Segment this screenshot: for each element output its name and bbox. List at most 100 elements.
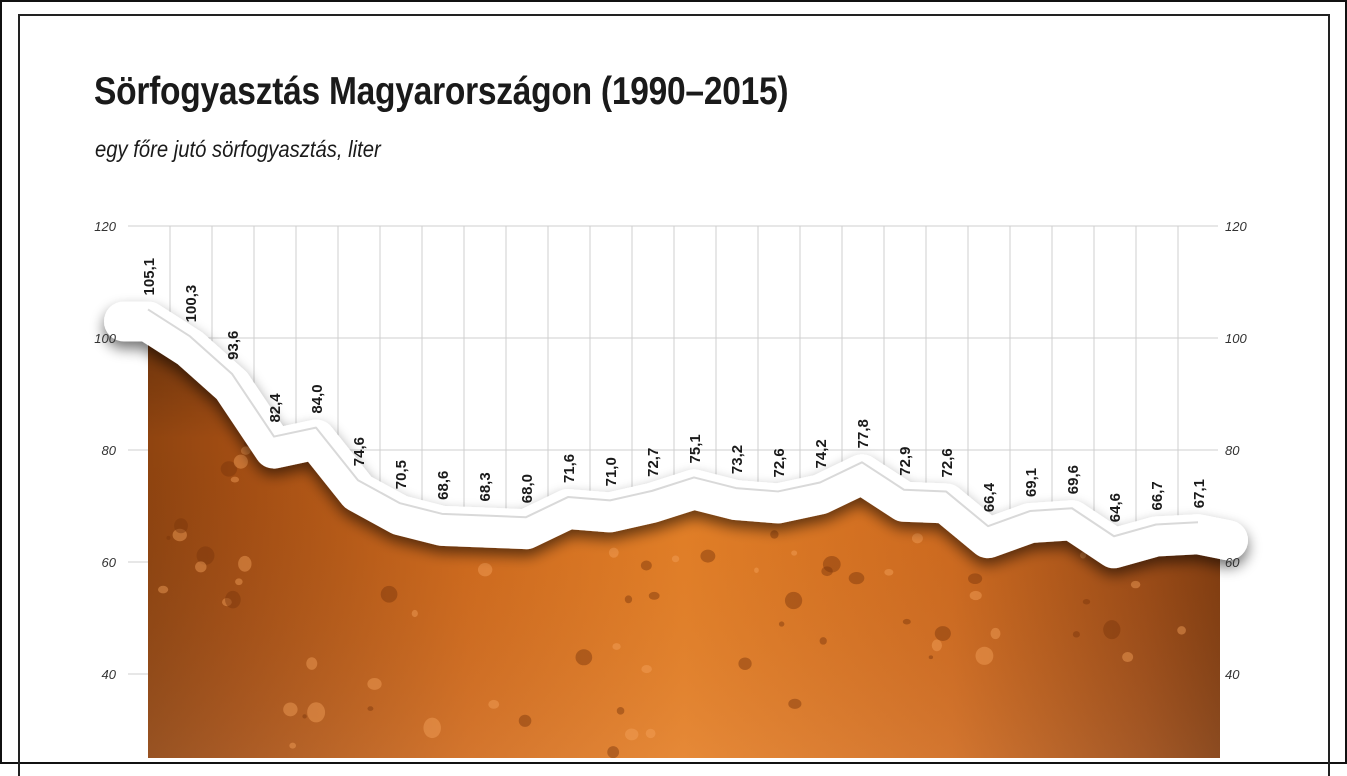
droplet <box>1177 626 1186 635</box>
data-label: 72,7 <box>645 448 662 477</box>
droplet <box>990 627 1001 640</box>
droplet <box>822 556 841 573</box>
droplet <box>975 646 994 665</box>
y-tick-right: 100 <box>1225 331 1247 346</box>
data-label: 66,4 <box>981 482 998 512</box>
droplet <box>848 572 865 585</box>
beer-consumption-chart: 120 120 100 100 80 80 60 60 40 40 105,1 100,3 93,6 8… <box>94 219 1248 758</box>
y-tick-right: 80 <box>1225 443 1240 458</box>
inner-frame <box>18 14 1330 776</box>
droplet <box>616 707 625 715</box>
droplet <box>166 535 171 540</box>
droplet <box>411 609 418 618</box>
droplet <box>235 578 243 586</box>
y-tick-left: 60 <box>102 555 117 570</box>
droplet <box>289 742 296 749</box>
droplet <box>230 476 240 483</box>
data-label: 71,6 <box>561 454 578 483</box>
y-tick-right: 120 <box>1225 219 1247 234</box>
droplet <box>640 560 652 571</box>
droplet <box>488 699 500 709</box>
data-label: 68,3 <box>477 472 494 501</box>
foam-line <box>104 301 1248 569</box>
data-label: 84,0 <box>309 384 326 413</box>
data-label: 72,6 <box>939 448 956 477</box>
data-label: 93,6 <box>225 331 242 360</box>
data-label: 72,6 <box>771 448 788 477</box>
droplet <box>196 546 215 565</box>
data-label: 105,1 <box>141 258 158 296</box>
droplet <box>791 550 798 556</box>
droplet <box>1103 620 1121 640</box>
chart-subtitle: egy főre jutó sörfogyasztás, liter <box>95 136 381 162</box>
data-labels: 105,1 100,3 93,6 82,4 84,0 74,6 70,5 68,6 68,3 68… <box>141 258 1208 522</box>
data-label: 72,9 <box>897 447 914 476</box>
droplet <box>788 698 802 709</box>
y-axis-ticks: 120 120 100 100 80 80 60 60 40 40 <box>94 219 1247 682</box>
droplet <box>283 702 298 717</box>
droplet <box>367 677 382 690</box>
droplet <box>222 598 232 607</box>
droplet <box>1130 580 1141 589</box>
droplet <box>195 561 207 573</box>
droplet <box>477 562 493 577</box>
droplet <box>240 446 251 455</box>
droplet <box>969 590 982 601</box>
droplet <box>645 728 656 739</box>
droplet <box>928 655 934 660</box>
chart-title: Sörfogyasztás Magyarországon (1990–2015) <box>94 70 789 113</box>
droplet <box>778 621 785 627</box>
data-label: 75,1 <box>687 434 704 463</box>
droplet <box>770 530 779 539</box>
data-label: 69,6 <box>1065 465 1082 494</box>
droplet <box>968 573 983 585</box>
beer-fill <box>148 331 1220 758</box>
data-label: 67,1 <box>1191 479 1208 508</box>
droplet <box>902 618 911 625</box>
droplet <box>931 639 942 652</box>
y-tick-left: 80 <box>102 443 117 458</box>
data-label: 68,6 <box>435 471 452 500</box>
droplet <box>233 454 248 469</box>
droplet <box>1072 631 1080 638</box>
data-label: 73,2 <box>729 445 746 474</box>
droplet <box>911 533 923 544</box>
data-label: 66,7 <box>1149 481 1166 510</box>
droplet <box>641 665 652 674</box>
droplet <box>367 706 374 711</box>
droplet <box>225 590 241 609</box>
data-label: 82,4 <box>267 393 284 423</box>
droplet <box>612 643 621 650</box>
droplet <box>821 566 833 577</box>
droplet <box>671 555 680 563</box>
droplet <box>306 657 318 670</box>
droplet <box>518 714 532 727</box>
y-tick-left: 120 <box>94 219 116 234</box>
droplet <box>174 518 188 534</box>
data-label: 74,2 <box>813 439 830 468</box>
droplet <box>307 702 326 723</box>
droplet <box>1082 599 1091 605</box>
droplet <box>738 657 752 671</box>
droplet <box>934 626 951 641</box>
data-label: 69,1 <box>1023 468 1040 497</box>
droplet <box>884 568 894 576</box>
y-tick-right: 40 <box>1225 667 1240 682</box>
droplet <box>784 591 803 610</box>
data-label: 70,5 <box>393 460 410 489</box>
y-tick-right: 60 <box>1225 555 1240 570</box>
y-tick-left: 100 <box>94 331 116 346</box>
data-label: 64,6 <box>1107 493 1124 522</box>
data-label: 74,6 <box>351 437 368 466</box>
droplet <box>608 547 619 558</box>
droplet <box>819 637 827 645</box>
droplet <box>624 595 633 604</box>
y-tick-left: 40 <box>102 667 117 682</box>
droplet <box>302 714 307 719</box>
droplet <box>158 585 169 594</box>
series-line <box>147 308 1199 538</box>
droplet <box>1080 552 1087 559</box>
droplet <box>172 528 187 542</box>
droplet <box>575 649 593 666</box>
data-label: 71,0 <box>603 457 620 486</box>
